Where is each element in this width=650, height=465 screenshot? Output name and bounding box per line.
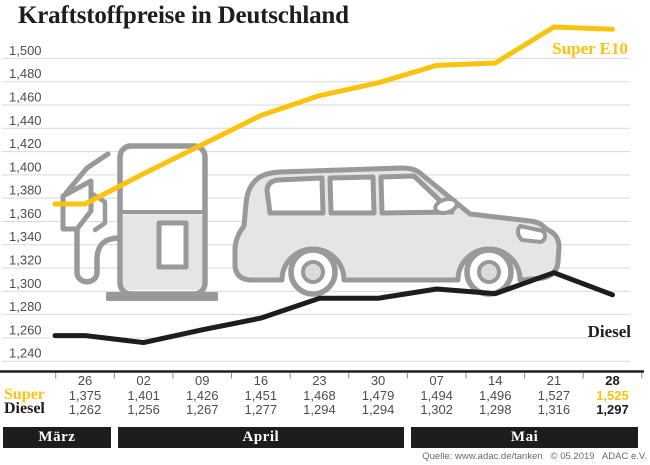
car-icon — [232, 165, 562, 297]
super-value-cell: 1,451 — [244, 387, 278, 403]
date-cell: 28 — [605, 373, 620, 388]
y-axis-tick-label: 1,420 — [9, 136, 42, 151]
diesel-value-cell: 1,294 — [303, 402, 336, 417]
date-cell: 07 — [429, 373, 444, 388]
page-title: Kraftstoffpreise in Deutschland — [18, 2, 349, 29]
y-axis-tick-label: 1,480 — [9, 66, 42, 81]
super-value-cell: 1,525 — [596, 387, 629, 403]
row-label-super: Super — [4, 386, 45, 403]
diesel-value-cell: 1,302 — [420, 402, 453, 417]
super-value-cell: 1,375 — [68, 387, 102, 403]
y-axis-tick-label: 1,260 — [9, 322, 42, 337]
super-value-cell: 1,494 — [420, 387, 453, 403]
y-axis-tick-label: 1,240 — [9, 346, 42, 361]
y-axis-tick-label: 1,400 — [9, 159, 42, 174]
super-value-cell: 1,527 — [537, 387, 571, 403]
y-axis-tick-label: 1,320 — [9, 253, 42, 268]
diesel-value-cell: 1,316 — [537, 402, 571, 417]
gridlines — [2, 57, 630, 362]
super-value-cell: 1,426 — [185, 387, 219, 403]
diesel-value-cell: 1,267 — [185, 402, 219, 417]
diesel-value-cell: 1,277 — [244, 402, 278, 417]
date-cell: 21 — [546, 373, 562, 388]
super-value-cell: 1,479 — [361, 387, 395, 403]
y-axis-labels: 1,240 1,260 1,280 1,300 1,320 1,340 1,360 1,380… — [9, 43, 42, 361]
diesel-value-cell: 1,298 — [478, 402, 512, 417]
super-value-cell: 1,401 — [127, 387, 160, 403]
y-axis-tick-label: 1,380 — [9, 183, 42, 198]
series-line-super-e10 — [52, 24, 615, 207]
date-cell: 14 — [488, 373, 503, 388]
super-value-cell: 1,496 — [478, 387, 512, 403]
series-label-super-e10: Super E10 — [552, 39, 628, 58]
row-label-diesel: Diesel — [4, 400, 45, 417]
diesel-value-cell: 1,262 — [68, 402, 102, 417]
date-cell: 30 — [370, 373, 386, 388]
x-axis-ticks — [55, 372, 643, 379]
y-axis-tick-label: 1,340 — [9, 229, 42, 244]
series-lines — [52, 24, 615, 346]
y-axis-tick-label: 1,440 — [9, 113, 42, 128]
y-axis-tick-label: 1,500 — [9, 43, 42, 58]
y-axis-tick-label: 1,460 — [9, 89, 42, 104]
source-note: Quelle: www.adac.de/tanken © 05.2019 ADA… — [422, 451, 647, 462]
diesel-value-cell: 1,297 — [596, 402, 629, 417]
date-cell: 09 — [194, 373, 210, 388]
date-cell: 23 — [312, 373, 327, 388]
month-band-mai: Mai — [410, 427, 639, 448]
series-line-diesel — [52, 270, 615, 346]
y-axis-tick-label: 1,360 — [9, 206, 42, 221]
series-label-diesel: Diesel — [587, 322, 631, 341]
month-band-april: April — [117, 427, 404, 448]
y-axis-tick-label: 1,280 — [9, 299, 42, 314]
date-cell: 26 — [77, 373, 93, 388]
month-band-maerz: März — [3, 427, 111, 448]
fuel-pump-icon — [60, 143, 218, 301]
date-cell: 16 — [253, 373, 269, 388]
diesel-value-cell: 1,294 — [361, 402, 395, 417]
super-value-cell: 1,468 — [303, 387, 336, 403]
diesel-value-cell: 1,256 — [127, 402, 160, 417]
y-axis-tick-label: 1,300 — [9, 276, 42, 291]
date-cell: 02 — [136, 373, 151, 388]
